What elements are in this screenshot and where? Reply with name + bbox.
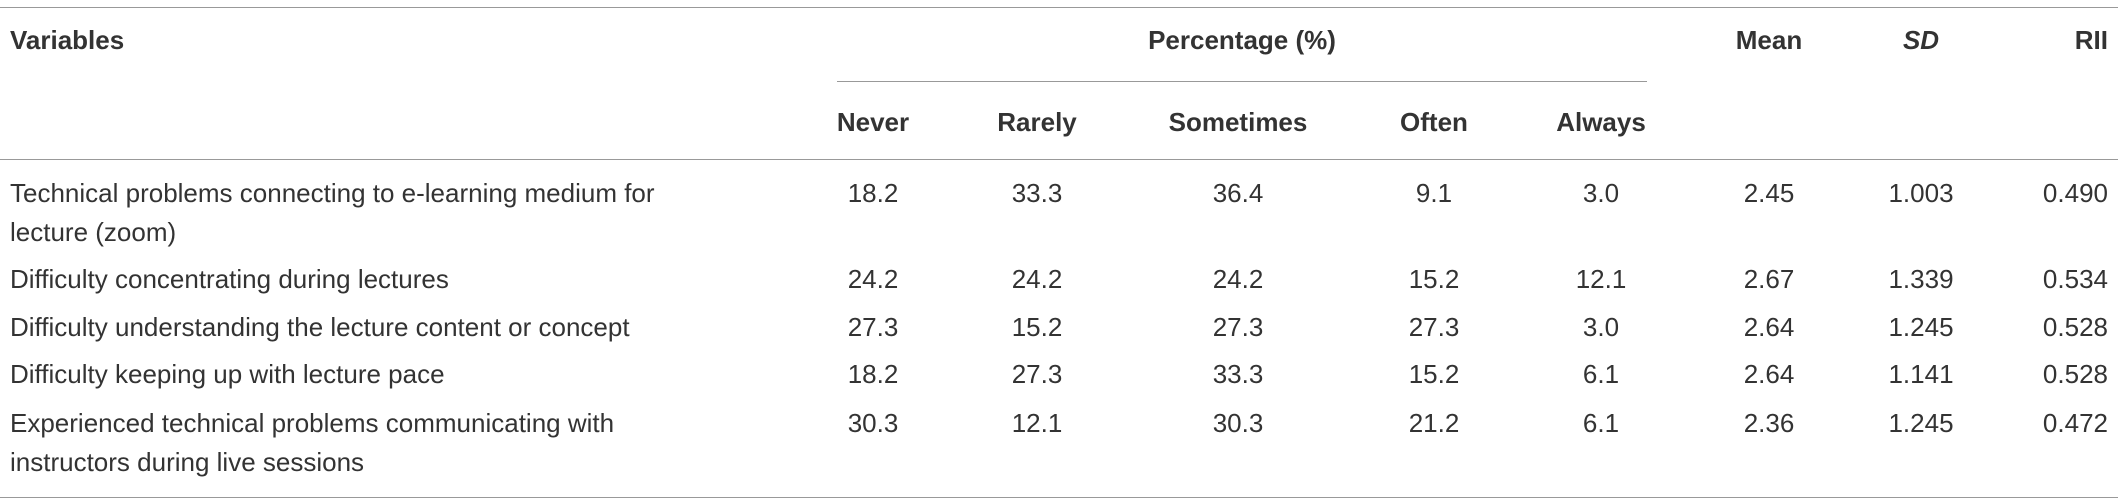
cell: 9.1 — [1415, 178, 1453, 208]
cell: 1.245 — [1888, 312, 1954, 342]
cell: 33.3 — [1212, 359, 1264, 389]
row-label: Difficulty concentrating during lectures — [10, 264, 449, 294]
cell: 1.003 — [1888, 178, 1954, 208]
cell: 24.2 — [847, 264, 899, 294]
header-cell: Rarely — [997, 107, 1077, 137]
cell: 12.1 — [1011, 408, 1063, 438]
cell: 27.3 — [1011, 359, 1063, 389]
cell: 1.339 — [1888, 264, 1954, 294]
header-cell: Percentage (%) — [1148, 25, 1336, 55]
cell: 0.534 — [2042, 264, 2108, 294]
cell: 1.141 — [1888, 359, 1954, 389]
cell: 2.64 — [1743, 312, 1795, 342]
cell: 15.2 — [1408, 359, 1460, 389]
cell: 0.528 — [2042, 359, 2108, 389]
header-cell: RII — [2074, 25, 2108, 55]
cell: 2.64 — [1743, 359, 1795, 389]
header-cell: Never — [836, 107, 910, 137]
cell: 6.1 — [1582, 408, 1620, 438]
cell: 0.472 — [2042, 408, 2108, 438]
cell: 21.2 — [1408, 408, 1460, 438]
header-cell: Always — [1556, 107, 1646, 137]
cell: 24.2 — [1212, 264, 1264, 294]
top-rule — [0, 7, 2118, 8]
header-rule — [0, 159, 2118, 160]
header-cell: Sometimes — [1168, 107, 1308, 137]
header-cell: Mean — [1735, 25, 1803, 55]
cell: 33.3 — [1011, 178, 1063, 208]
cell: 18.2 — [847, 178, 899, 208]
cell: 18.2 — [847, 359, 899, 389]
cell: 2.36 — [1743, 408, 1795, 438]
cell: 30.3 — [1212, 408, 1264, 438]
cell: 0.528 — [2042, 312, 2108, 342]
cell: 15.2 — [1011, 312, 1063, 342]
cell: 3.0 — [1582, 312, 1620, 342]
row-label: Difficulty keeping up with lecture pace — [10, 359, 445, 389]
cell: 12.1 — [1575, 264, 1627, 294]
cell: 27.3 — [847, 312, 899, 342]
bottom-rule — [0, 497, 2118, 498]
cell: 6.1 — [1582, 359, 1620, 389]
cell: 36.4 — [1212, 178, 1264, 208]
header-cell: SD — [1902, 25, 1940, 55]
cell: 0.490 — [2042, 178, 2108, 208]
header-cell: Variables — [10, 25, 125, 55]
cell: 30.3 — [847, 408, 899, 438]
cell: 15.2 — [1408, 264, 1460, 294]
row-label: Technical problems connecting to e-learn… — [10, 178, 655, 247]
cell: 3.0 — [1582, 178, 1620, 208]
cell: 27.3 — [1212, 312, 1264, 342]
cell: 1.245 — [1888, 408, 1954, 438]
cell: 2.67 — [1743, 264, 1795, 294]
group-rule — [837, 81, 1647, 82]
row-label: Difficulty understanding the lecture con… — [10, 312, 630, 342]
header-cell: Often — [1400, 107, 1468, 137]
cell: 2.45 — [1743, 178, 1795, 208]
cell: 24.2 — [1011, 264, 1063, 294]
row-label: Experienced technical problems communica… — [10, 408, 615, 477]
cell: 27.3 — [1408, 312, 1460, 342]
